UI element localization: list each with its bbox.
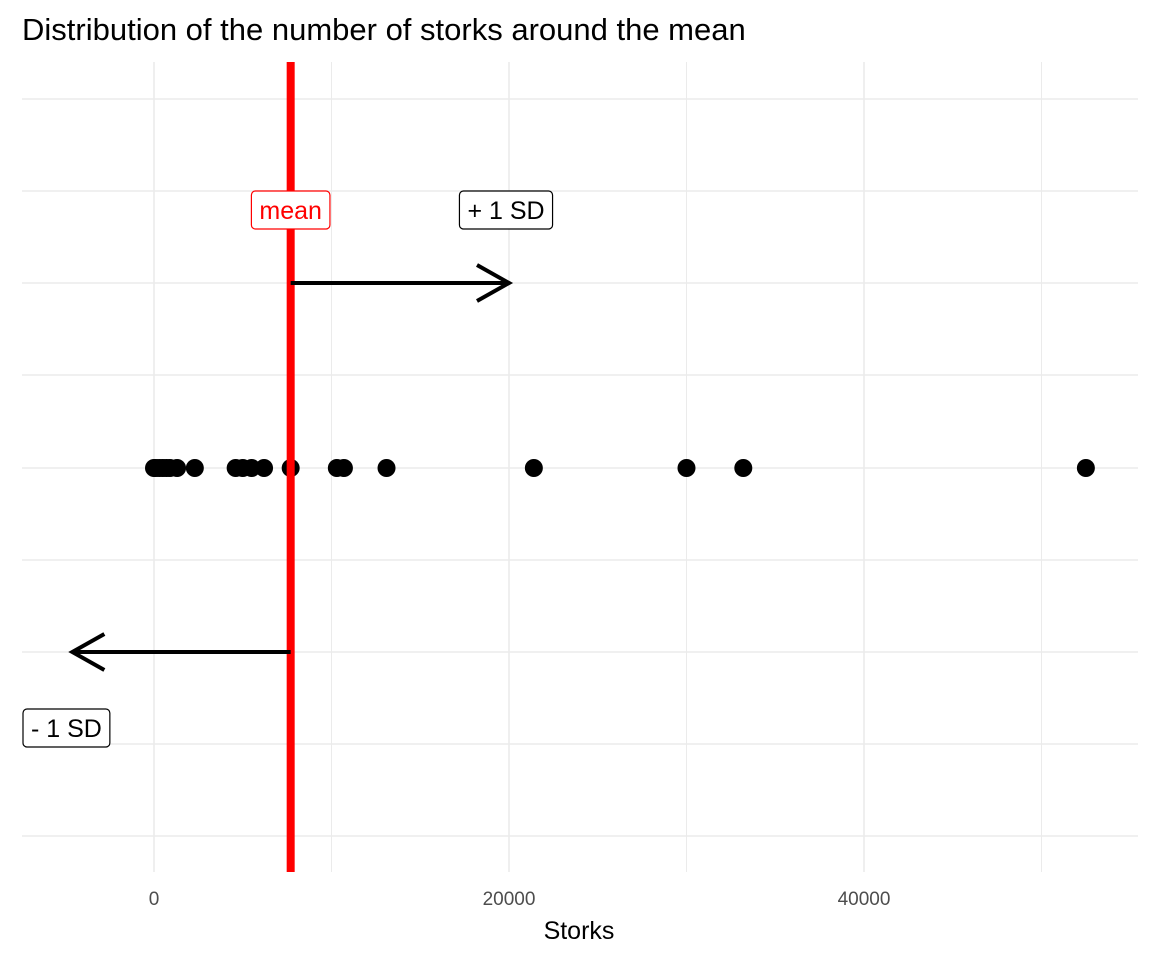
plus-sd-label: + 1 SD (458, 190, 554, 230)
data-point (255, 459, 274, 477)
data-point (168, 459, 187, 477)
plus-sd-label-text: + 1 SD (467, 197, 544, 225)
mean-label: mean (250, 190, 331, 230)
data-point (1076, 459, 1095, 477)
x-tick-label: 40000 (838, 889, 891, 910)
data-point (185, 459, 204, 477)
labels: mean + 1 SD - 1 SD (22, 190, 554, 748)
data-point (334, 459, 353, 477)
arrows (68, 263, 514, 672)
minus-sd-label-text: - 1 SD (31, 715, 102, 743)
data-point (734, 459, 753, 477)
points (145, 459, 1095, 477)
mean-label-text: mean (259, 197, 322, 225)
mean-label-box (250, 190, 331, 230)
minus-sd-label: - 1 SD (22, 708, 111, 748)
data-point (242, 459, 261, 477)
data-point (377, 459, 396, 477)
x-tick-label: 20000 (483, 889, 536, 910)
ticks: 0 20000 40000 (149, 889, 891, 910)
chart-title: Distribution of the number of storks aro… (22, 12, 746, 47)
plus-sd-arrow-head (476, 263, 514, 303)
minus-sd-label-box (22, 708, 111, 748)
x-axis-label: Storks (544, 917, 615, 945)
x-tick-label: 0 (149, 889, 160, 910)
data-point (677, 459, 696, 477)
minus-sd-arrow-head (68, 632, 106, 672)
data-point (524, 459, 543, 477)
plus-sd-label-box (458, 190, 554, 230)
grid (22, 62, 1138, 872)
